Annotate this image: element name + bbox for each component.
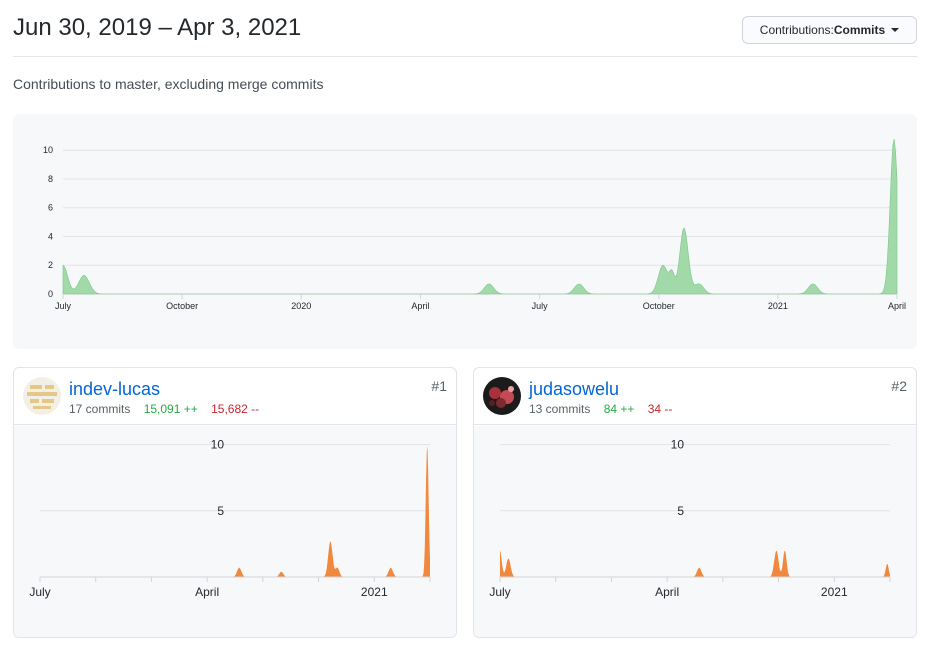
commit-count[interactable]: 13 commits: [529, 402, 591, 416]
contributor-card-header: judasowelu 13 commits 84 ++ 34 -- #2: [474, 368, 916, 425]
contributor-chart-svg: 5 10 July April 2021: [29, 438, 431, 599]
avatar[interactable]: [23, 377, 61, 415]
additions-count: 15,091 ++: [143, 402, 198, 416]
x-tick-label: 2021: [768, 301, 788, 311]
x-tick-label: April: [411, 301, 429, 311]
page-title: Jun 30, 2019 – Apr 3, 2021: [13, 14, 302, 41]
contributor-username[interactable]: indev-lucas: [69, 379, 161, 399]
caret-down-icon: [891, 28, 900, 32]
contributor-stats: 17 commits 15,091 ++ 15,682 --: [69, 402, 259, 416]
commit-count[interactable]: 17 commits: [69, 402, 131, 416]
contributor-card-2: judasowelu 13 commits 84 ++ 34 -- #2 5 10…: [473, 367, 917, 638]
y-tick-label: 5: [677, 504, 684, 518]
x-tick-label: April: [888, 301, 906, 311]
y-tick-label: 2: [48, 260, 53, 270]
contributor-stats: 13 commits 84 ++ 34 --: [529, 402, 672, 416]
y-tick-label: 4: [48, 231, 53, 241]
deletions-count: 15,682 --: [211, 402, 260, 416]
divider: [13, 56, 917, 57]
page-subtitle: Contributions to master, excluding merge…: [13, 76, 324, 92]
y-tick-label: 8: [48, 174, 53, 184]
contributions-dropdown[interactable]: Contributions: Commits: [742, 16, 917, 44]
x-tick-label: April: [655, 585, 679, 599]
contributor-card-1: indev-lucas 17 commits 15,091 ++ 15,682 …: [13, 367, 457, 638]
main-contributions-chart: 0 2 4 6 8 10 July October 2020 April July October 20…: [13, 114, 917, 349]
contributor-chart: 5 10 July April 2021: [474, 426, 916, 637]
x-tick-label: April: [195, 585, 219, 599]
y-tick-label: 5: [217, 504, 224, 518]
x-tick-label: July: [29, 585, 50, 599]
y-tick-label: 0: [48, 289, 53, 299]
x-tick-label: 2021: [361, 585, 388, 599]
x-tick-label: July: [532, 301, 549, 311]
x-tick-label: July: [55, 301, 72, 311]
contributor-rank: #2: [891, 378, 907, 394]
x-tick-label: October: [166, 301, 198, 311]
contributions-area: [500, 550, 890, 577]
y-tick-label: 6: [48, 203, 53, 213]
y-tick-label: 10: [43, 145, 53, 155]
y-tick-label: 10: [671, 438, 685, 452]
contributor-chart-svg: 5 10 July April 2021: [489, 438, 891, 599]
y-tick-label: 10: [211, 438, 225, 452]
x-tick-label: October: [643, 301, 675, 311]
dropdown-value: Commits: [833, 23, 886, 37]
contributions-area: [62, 138, 898, 295]
contributor-rank: #1: [431, 378, 447, 394]
x-tick-label: July: [489, 585, 510, 599]
deletions-count: 34 --: [647, 402, 673, 416]
dropdown-prefix: Contributions:: [759, 23, 834, 37]
additions-count: 84 ++: [603, 402, 635, 416]
contributor-chart: 5 10 July April 2021: [14, 426, 456, 637]
contributor-card-header: indev-lucas 17 commits 15,091 ++ 15,682 …: [14, 368, 456, 425]
x-tick-label: 2021: [821, 585, 848, 599]
avatar[interactable]: [483, 377, 521, 415]
x-tick-label: 2020: [291, 301, 311, 311]
contributor-username[interactable]: judasowelu: [529, 379, 620, 399]
contributions-area: [40, 446, 430, 577]
main-chart-svg: 0 2 4 6 8 10 July October 2020 April July October 20…: [43, 138, 906, 311]
